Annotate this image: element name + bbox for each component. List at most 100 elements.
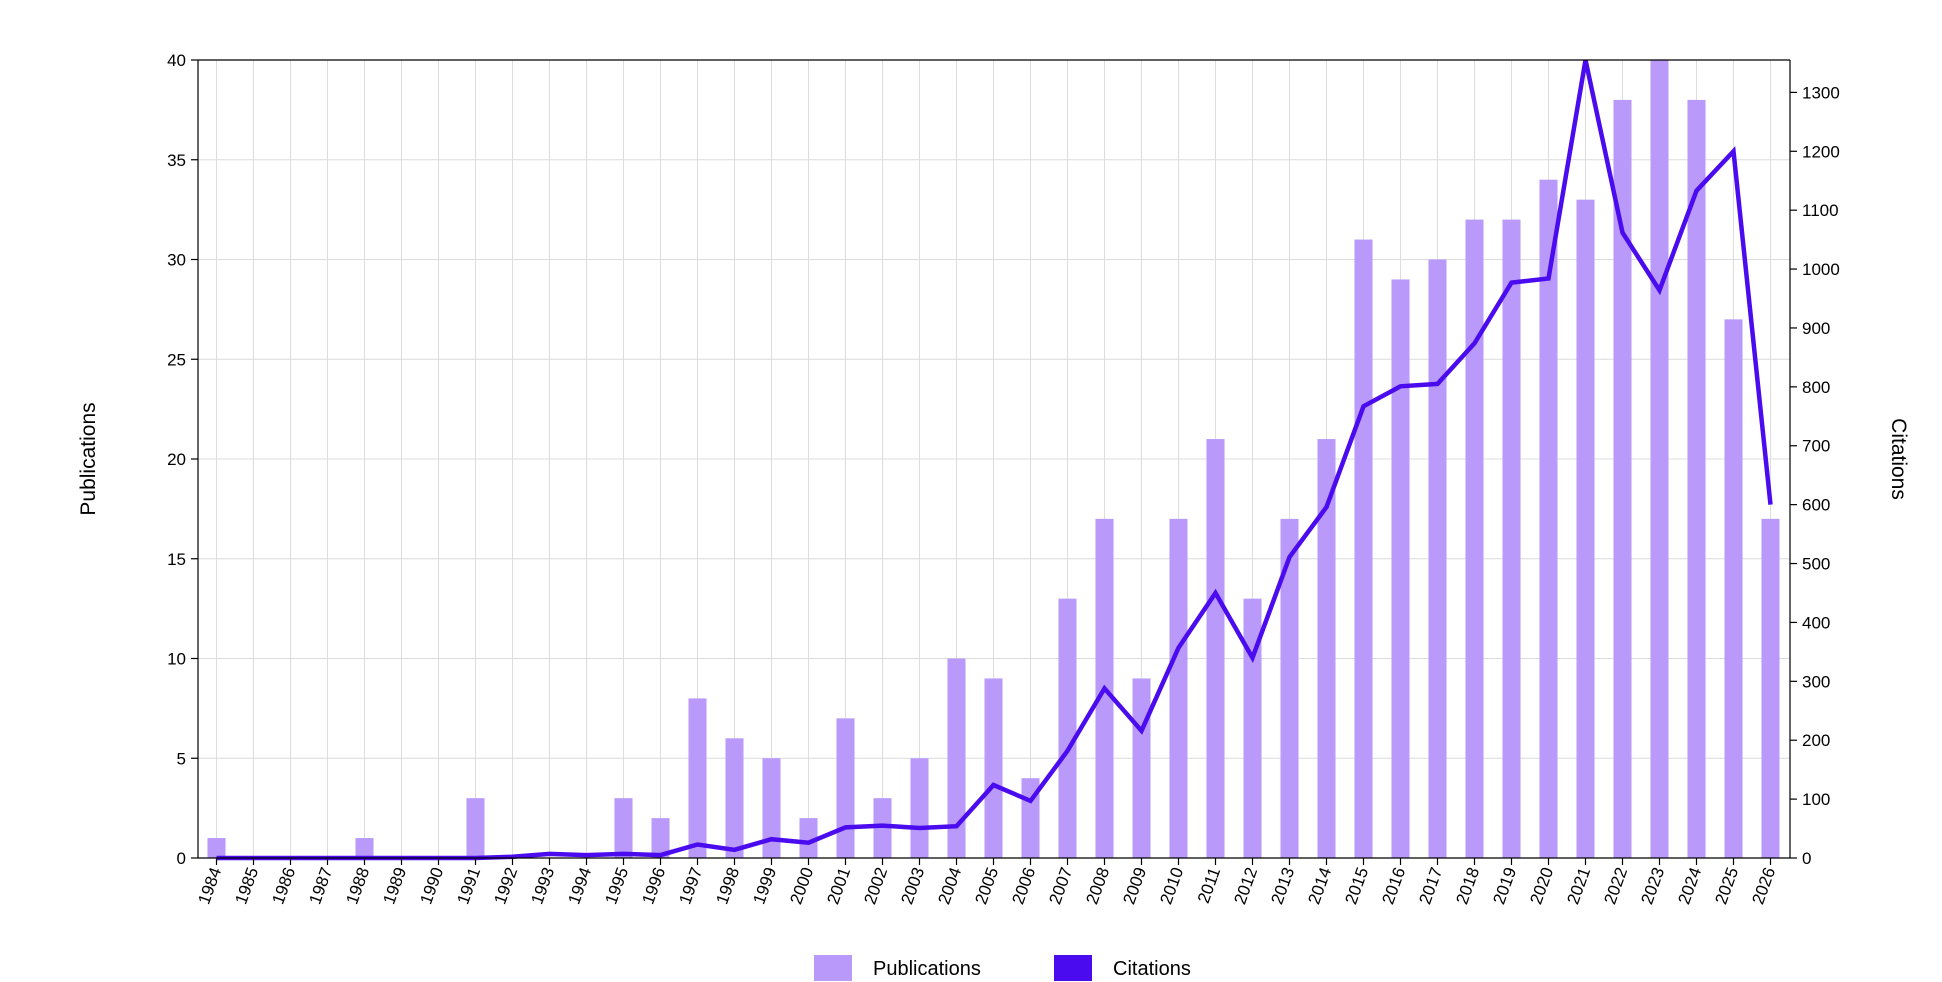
x-tick-label: 1999 [749,865,780,907]
y2-tick-label: 200 [1802,731,1830,750]
x-tick-label: 1997 [675,865,706,907]
x-tick-label: 2007 [1045,865,1076,907]
x-tick-label: 2022 [1600,865,1631,907]
x-tick-label: 1984 [194,865,225,907]
bar-publications-1996 [651,818,670,858]
y2-tick-label: 0 [1802,849,1811,868]
bar-publications-2025 [1724,319,1743,859]
x-tick-label: 2023 [1637,865,1668,907]
bar-publications-2009 [1132,678,1151,858]
bar-publications-2019 [1502,219,1521,859]
y-tick-label: 5 [177,749,186,768]
y2-tick-label: 500 [1802,555,1830,574]
x-tick-label: 2021 [1563,865,1594,907]
bar-publications-1997 [688,698,707,858]
bar-publications-1995 [614,798,633,858]
legend-swatch-citations [1054,955,1092,981]
bar-publications-2014 [1317,439,1336,858]
y-tick-label: 25 [167,350,186,369]
bar-publications-2026 [1761,518,1780,858]
x-tick-label: 1995 [601,865,632,907]
right-y-axis-ticks: 0 100 200 300 400 500 600 700 800 900 1000 1100 1200… [1790,83,1840,868]
bar-publications-2020 [1539,179,1558,858]
bar-publications-2001 [836,718,855,858]
y-tick-label: 15 [167,550,186,569]
x-tick-label: 2004 [934,865,965,907]
x-tick-label: 1989 [379,865,410,907]
x-tick-label: 2000 [786,865,817,907]
x-tick-label: 1998 [712,865,743,907]
x-axis-ticks: 1984 1985 1986 1987 1988 1989 1990 1991 1992 1993… [194,858,1779,907]
x-tick-label: 2009 [1119,865,1150,907]
x-tick-label: 1993 [527,865,558,907]
x-tick-label: 1991 [453,865,484,907]
y-tick-label: 20 [167,450,186,469]
y-tick-label: 30 [167,251,186,270]
publications-bars [207,60,1780,859]
left-axis-title: Publications [77,402,100,515]
x-tick-label: 2012 [1230,865,1261,907]
bar-publications-1999 [762,758,781,858]
x-tick-label: 2014 [1304,865,1335,907]
x-tick-label: 2013 [1267,865,1298,907]
bar-publications-2017 [1428,259,1447,858]
x-tick-label: 2018 [1452,865,1483,907]
x-tick-label: 1996 [638,865,669,907]
bar-publications-2022 [1613,99,1632,858]
x-tick-label: 1992 [490,865,521,907]
x-tick-label: 2005 [971,865,1002,907]
left-y-axis-ticks: 0 5 10 15 20 25 30 35 40 [167,51,198,868]
x-tick-label: 2008 [1082,865,1113,907]
bar-publications-2003 [910,758,929,858]
y2-tick-label: 1000 [1802,260,1840,279]
bar-publications-2016 [1391,279,1410,858]
bar-publications-2007 [1058,598,1077,858]
y2-tick-label: 900 [1802,319,1830,338]
y2-tick-label: 1300 [1802,83,1840,102]
y2-tick-label: 100 [1802,790,1830,809]
y-tick-label: 40 [167,51,186,70]
bar-publications-1988 [355,838,374,858]
x-tick-label: 2020 [1526,865,1557,907]
y2-tick-label: 800 [1802,378,1830,397]
y-tick-label: 10 [167,650,186,669]
y2-tick-label: 1200 [1802,142,1840,161]
right-axis-title: Citations [1887,418,1910,500]
x-tick-label: 2010 [1156,865,1187,907]
x-tick-label: 2016 [1378,865,1409,907]
bar-publications-2018 [1465,219,1484,859]
x-tick-label: 1986 [268,865,299,907]
bar-publications-2005 [984,678,1003,858]
y-tick-label: 35 [167,151,186,170]
x-tick-label: 1988 [342,865,373,907]
bar-publications-2024 [1687,99,1706,858]
x-tick-label: 1987 [305,865,336,907]
bar-publications-1984 [207,838,226,858]
x-tick-label: 1994 [564,865,595,907]
x-tick-label: 2001 [823,865,854,907]
x-tick-label: 2019 [1489,865,1520,907]
x-tick-label: 2002 [860,865,891,907]
x-tick-label: 2006 [1008,865,1039,907]
bar-publications-2012 [1243,598,1262,858]
y2-tick-label: 400 [1802,613,1830,632]
x-tick-label: 2017 [1415,865,1446,907]
x-tick-label: 2026 [1748,865,1779,907]
legend: Publications Citations [814,955,1191,981]
legend-label-citations: Citations [1113,958,1191,980]
bar-publications-2000 [799,818,818,858]
x-tick-label: 2015 [1341,865,1372,907]
bar-publications-2010 [1169,518,1188,858]
y2-tick-label: 1100 [1802,201,1839,220]
y2-tick-label: 300 [1802,672,1830,691]
bar-publications-1991 [466,798,485,858]
x-tick-label: 1990 [416,865,447,907]
bar-publications-2021 [1576,199,1595,858]
y2-tick-label: 700 [1802,437,1830,456]
legend-swatch-publications [814,955,852,981]
x-tick-label: 1985 [231,865,262,907]
y-tick-label: 0 [177,849,186,868]
x-tick-label: 2003 [897,865,928,907]
bar-publications-2011 [1206,439,1225,858]
